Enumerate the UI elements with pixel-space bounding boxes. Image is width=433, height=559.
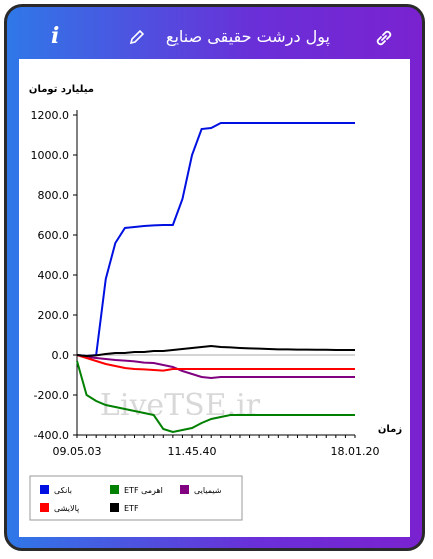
x-tick-label: 11.45.40 xyxy=(168,445,217,458)
y-tick-label: 1200.0 xyxy=(31,109,70,122)
legend-box xyxy=(29,475,243,521)
x-tick-label: 09.05.03 xyxy=(53,445,102,458)
y-tick-label: 0.0 xyxy=(52,349,70,362)
card: i پول درشت حقیقی صنایع xyxy=(4,4,425,551)
x-tick-label: 18.01.20 xyxy=(331,445,380,458)
legend-swatch xyxy=(180,485,189,494)
series-line xyxy=(76,344,355,358)
legend-label: شیمیایی xyxy=(194,486,222,495)
y-axis-label: میلیارد تومان xyxy=(29,84,94,95)
legend-label: پالایشی xyxy=(54,504,79,513)
legend-label: ETF اهرمی xyxy=(124,486,163,495)
x-axis-label: زمان xyxy=(378,424,402,435)
y-tick-label: 600.0 xyxy=(38,229,70,242)
series-line xyxy=(76,360,355,434)
series-line xyxy=(76,354,355,372)
y-tick-label: -200.0 xyxy=(34,389,69,402)
y-tick-label: 1000.0 xyxy=(31,149,70,162)
y-tick-label: 200.0 xyxy=(38,309,70,322)
y-tick-label: 800.0 xyxy=(38,189,70,202)
legend-swatch xyxy=(110,503,119,512)
edit-icon[interactable] xyxy=(129,29,145,45)
info-button[interactable]: i xyxy=(51,23,60,49)
legend-swatch xyxy=(40,503,49,512)
legend-label: ETF xyxy=(124,504,139,513)
legend-swatch xyxy=(40,485,49,494)
chart-panel xyxy=(19,59,410,537)
legend-swatch xyxy=(110,485,119,494)
series-line xyxy=(76,122,355,358)
series-line xyxy=(76,354,355,380)
watermark: LiveTSE.ir xyxy=(100,388,261,423)
link-icon[interactable] xyxy=(375,29,393,47)
header-title: پول درشت حقیقی صنایع xyxy=(165,27,330,46)
y-tick-label: -400.0 xyxy=(34,429,69,442)
legend-label: بانکی xyxy=(54,486,72,495)
y-tick-label: 400.0 xyxy=(38,269,70,282)
